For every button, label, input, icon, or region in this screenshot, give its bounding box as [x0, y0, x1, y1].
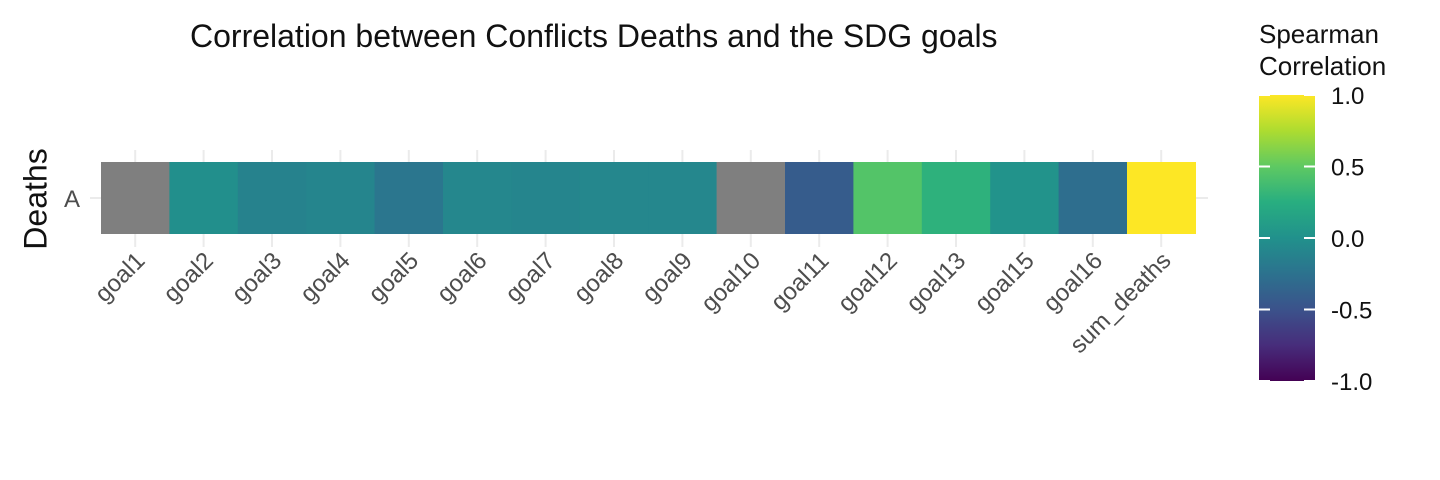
legend-title-line-1: Spearman: [1259, 19, 1379, 49]
heatmap-cell-goal2: [169, 162, 239, 234]
x-tick-label-goal4: goal4: [295, 247, 356, 308]
x-tick-label-goal9: goal9: [637, 247, 698, 308]
heatmap-cell-goal6: [443, 162, 512, 234]
legend-title: Spearman Correlation: [1259, 18, 1386, 82]
legend-tick-label: -0.5: [1331, 298, 1372, 325]
x-tick-label-goal5: goal5: [363, 247, 424, 308]
x-tick-label-goal11: goal11: [766, 247, 835, 316]
legend-tick-label: -1.0: [1331, 369, 1372, 396]
x-tick-label-goal1: goal1: [90, 247, 151, 308]
x-tick-label-goal6: goal6: [432, 247, 493, 308]
legend-tick-label: 1.0: [1331, 83, 1364, 110]
x-tick-label-goal7: goal7: [500, 247, 561, 308]
x-tick-label-goal15: goal15: [970, 247, 1040, 317]
x-tick-label-goal12: goal12: [833, 247, 903, 317]
x-tick-label-goal2: goal2: [158, 247, 219, 308]
x-tick-label-goal8: goal8: [569, 247, 630, 308]
chart-title: Correlation between Conflicts Deaths and…: [190, 18, 998, 54]
heatmap-cell-goal9: [648, 162, 718, 234]
heatmap-cell-goal12: [853, 162, 923, 234]
heatmap-cell-goal11: [785, 162, 854, 234]
legend-title-line-2: Correlation: [1259, 51, 1387, 81]
heatmap-cell-goal4: [306, 162, 376, 234]
heatmap-cell-goal5: [374, 162, 444, 234]
heatmap-cell-sum_deaths: [1127, 162, 1196, 234]
heatmap-cell-goal10: [716, 162, 786, 234]
heatmap-cell-goal7: [511, 162, 581, 234]
x-tick-label-goal13: goal13: [901, 247, 971, 317]
heatmap-cell-goal3: [237, 162, 307, 234]
legend-tick-label: 0.5: [1331, 155, 1364, 182]
heatmap-cell-goal1: [101, 162, 170, 234]
heatmap-cell-goal15: [990, 162, 1060, 234]
legend-tick-label: 0.0: [1331, 226, 1364, 253]
x-tick-label-goal3: goal3: [227, 247, 288, 308]
heatmap-cell-goal8: [579, 162, 649, 234]
heatmap-cell-goal16: [1058, 162, 1128, 234]
x-tick-label-goal10: goal10: [696, 247, 766, 317]
heatmap-cell-goal13: [921, 162, 991, 234]
row-label: A: [64, 186, 80, 213]
